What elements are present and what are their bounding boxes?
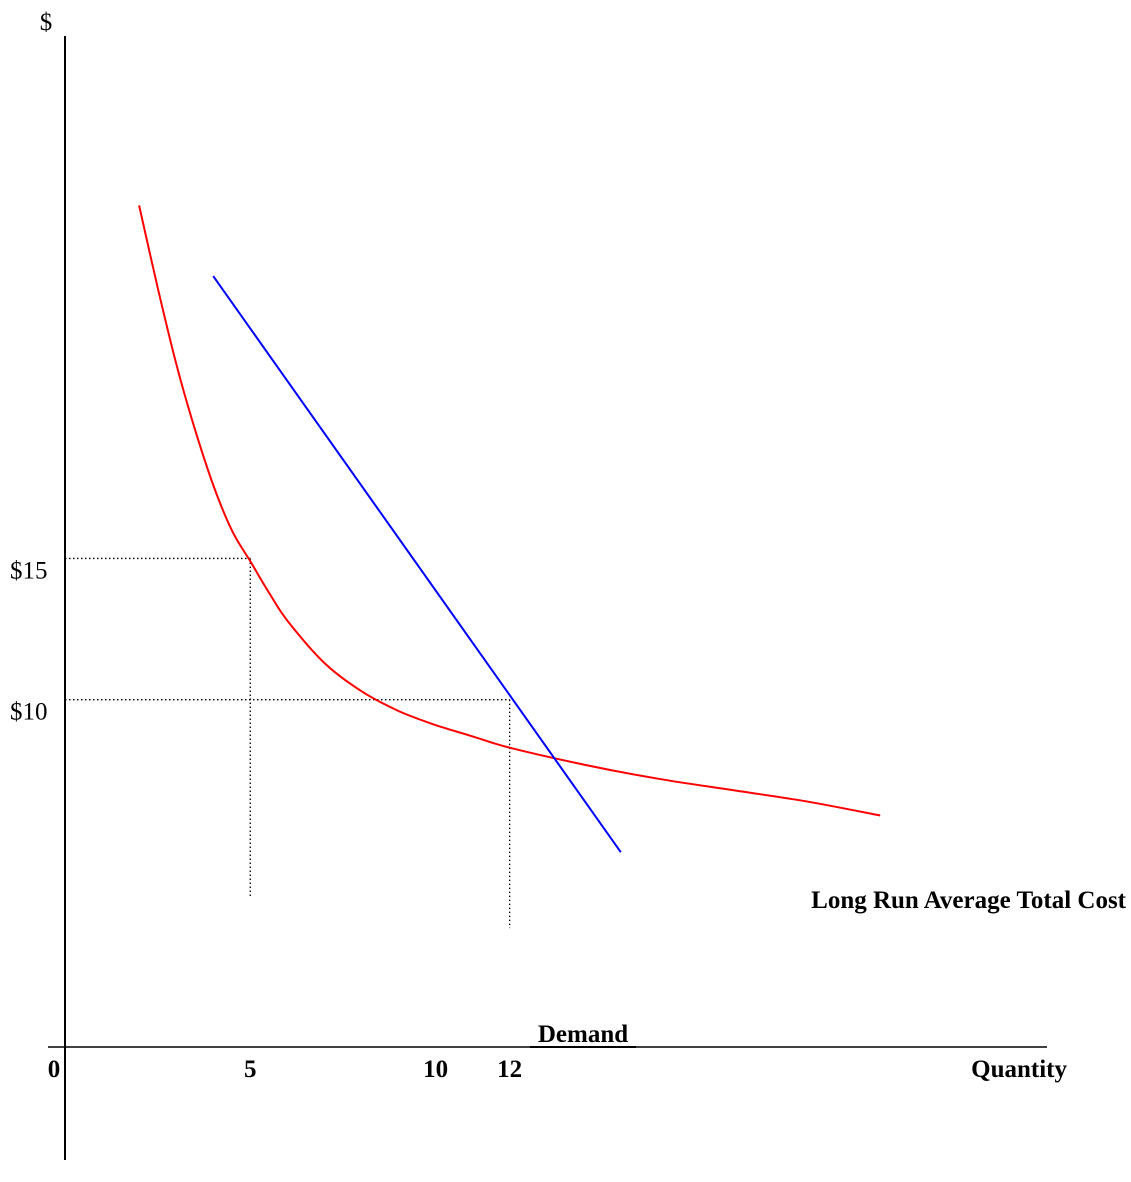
- x-axis-label: Quantity: [971, 1056, 1067, 1083]
- demand-curve-label: Demand: [538, 1021, 628, 1048]
- x-tick-label: 5: [244, 1056, 257, 1083]
- series-layer: [138, 205, 881, 853]
- y-tick-label: $10: [10, 699, 48, 726]
- x-tick-label: 10: [423, 1056, 448, 1083]
- demand-curve: [212, 275, 622, 853]
- x-tick-label: 12: [497, 1056, 522, 1083]
- tick-labels: 0 5 10 12 $10 $15: [10, 557, 522, 1083]
- y-axis-label: $: [40, 9, 53, 36]
- y-tick-label: $15: [10, 557, 48, 584]
- latc-curve: [138, 205, 881, 817]
- latc-curve-label: Long Run Average Total Cost: [811, 887, 1127, 914]
- reference-lines: [65, 557, 511, 929]
- x-tick-label: 0: [48, 1056, 61, 1083]
